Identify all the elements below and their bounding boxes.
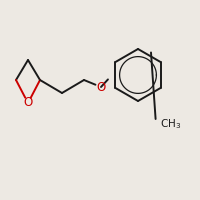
Text: O: O [23, 97, 33, 110]
Text: O: O [96, 81, 106, 94]
Text: CH$_3$: CH$_3$ [160, 117, 181, 131]
